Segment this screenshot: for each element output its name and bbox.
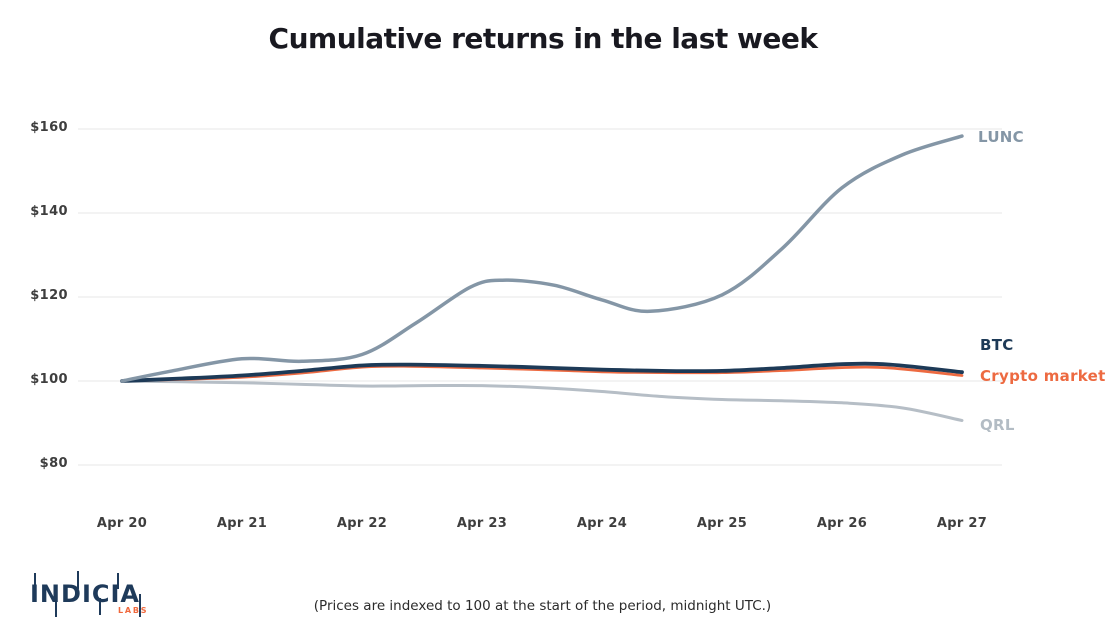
- footnote: (Prices are indexed to 100 at the start …: [313, 598, 772, 614]
- series-label-btc: BTC: [980, 336, 1014, 354]
- x-tick-label: Apr 23: [456, 516, 508, 531]
- y-tick-label: $160: [30, 120, 68, 135]
- x-tick-label: Apr 22: [336, 516, 388, 531]
- x-tick-label: Apr 25: [696, 516, 748, 531]
- x-tick-label: Apr 21: [216, 516, 268, 531]
- series-label-crypto-market: Crypto market: [980, 367, 1106, 385]
- y-tick-label: $100: [30, 372, 68, 387]
- y-tick-label: $80: [39, 456, 68, 471]
- x-tick-label: Apr 27: [936, 516, 988, 531]
- candlestick-wick-icon: [117, 573, 119, 589]
- series-label-lunc: LUNC: [978, 128, 1024, 146]
- x-tick-label: Apr 20: [96, 516, 148, 531]
- series-line-lunc: [120, 134, 964, 383]
- candlestick-wick-icon: [77, 571, 79, 589]
- series-label-qrl: QRL: [980, 416, 1015, 434]
- chart-title: Cumulative returns in the last week: [268, 22, 818, 55]
- x-tick-label: Apr 24: [576, 516, 628, 531]
- candlestick-wick-icon: [139, 594, 141, 617]
- y-tick-label: $140: [30, 204, 68, 219]
- logo-wordmark: INDICIA: [30, 580, 140, 608]
- candlestick-wick-icon: [55, 596, 57, 617]
- x-tick-label: Apr 26: [816, 516, 868, 531]
- y-tick-label: $120: [30, 288, 68, 303]
- indicia-labs-logo: INDICIA LABS: [30, 571, 160, 617]
- candlestick-wick-icon: [34, 573, 36, 589]
- series-line-qrl: [120, 379, 964, 422]
- series-line-crypto-market: [120, 364, 964, 383]
- candlestick-wick-icon: [99, 598, 101, 615]
- logo-sub-label: LABS: [118, 606, 149, 615]
- series-line-btc: [120, 361, 964, 383]
